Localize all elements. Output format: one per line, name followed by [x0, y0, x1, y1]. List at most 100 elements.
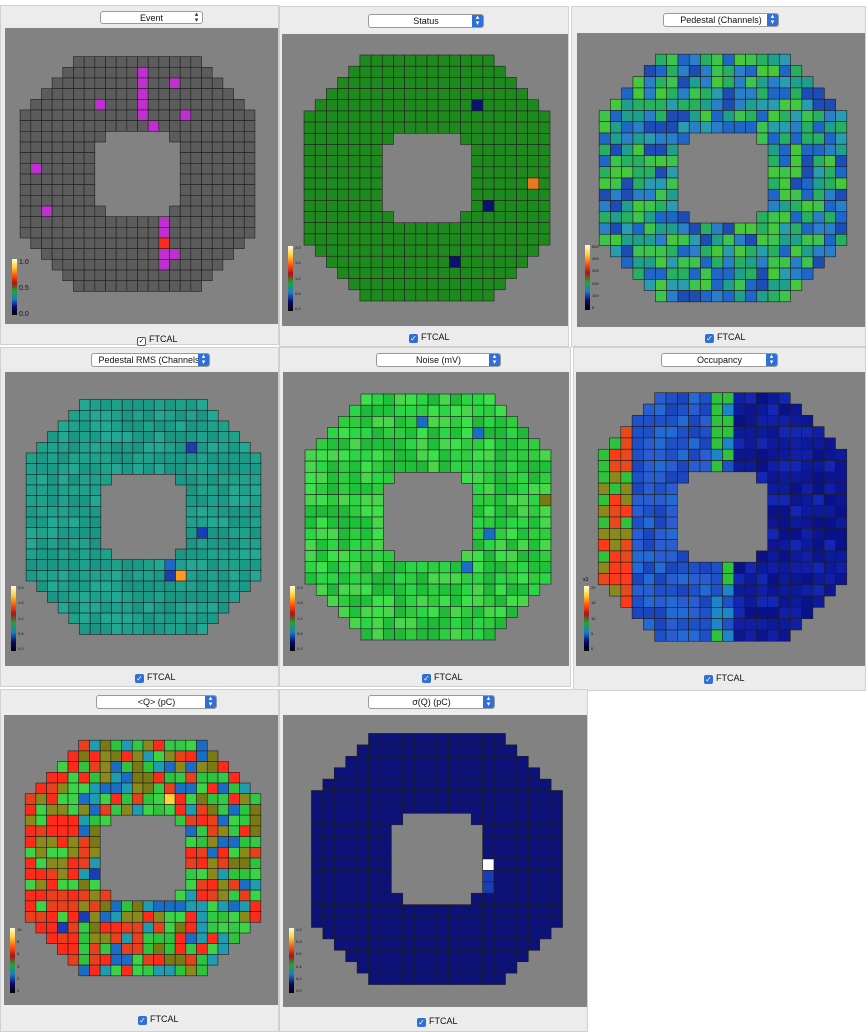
crystal-cell[interactable]	[643, 87, 656, 100]
crystal-cell[interactable]	[505, 950, 518, 963]
crystal-cell[interactable]	[311, 824, 324, 837]
crystal-cell[interactable]	[304, 494, 317, 507]
crystal-cell[interactable]	[326, 222, 338, 235]
crystal-cell[interactable]	[174, 964, 187, 977]
crystal-cell[interactable]	[239, 900, 251, 912]
crystal-cell[interactable]	[700, 121, 713, 134]
crystal-cell[interactable]	[710, 415, 723, 427]
crystal-cell[interactable]	[710, 618, 723, 631]
crystal-cell[interactable]	[185, 814, 197, 827]
crystal-cell[interactable]	[472, 449, 485, 462]
crystal-cell[interactable]	[368, 972, 381, 985]
crystal-cell[interactable]	[79, 548, 91, 560]
crystal-cell[interactable]	[643, 211, 656, 224]
crystal-cell[interactable]	[460, 255, 473, 268]
crystal-cell[interactable]	[83, 99, 96, 111]
crystal-cell[interactable]	[527, 144, 540, 156]
crystal-cell[interactable]	[142, 772, 155, 784]
crystal-cell[interactable]	[368, 778, 381, 791]
crystal-cell[interactable]	[516, 927, 529, 940]
crystal-cell[interactable]	[207, 452, 219, 464]
crystal-cell[interactable]	[196, 538, 208, 550]
crystal-cell[interactable]	[631, 448, 644, 461]
crystal-cell[interactable]	[643, 121, 656, 134]
crystal-cell[interactable]	[206, 750, 219, 762]
crystal-cell[interactable]	[243, 216, 256, 228]
crystal-cell[interactable]	[217, 793, 229, 805]
crystal-cell[interactable]	[778, 595, 791, 608]
crystal-cell[interactable]	[835, 211, 848, 224]
crystal-cell[interactable]	[179, 77, 192, 89]
crystal-cell[interactable]	[632, 233, 645, 246]
crystal-cell[interactable]	[710, 573, 723, 586]
crystal-cell[interactable]	[382, 416, 395, 428]
crystal-cell[interactable]	[391, 790, 404, 803]
crystal-cell[interactable]	[359, 177, 372, 190]
crystal-cell[interactable]	[30, 216, 42, 228]
crystal-cell[interactable]	[517, 527, 529, 540]
crystal-cell[interactable]	[382, 427, 395, 440]
crystal-cell[interactable]	[643, 618, 656, 631]
crystal-cell[interactable]	[327, 527, 339, 540]
crystal-cell[interactable]	[110, 793, 122, 805]
crystal-cell[interactable]	[494, 483, 507, 495]
crystal-cell[interactable]	[745, 267, 758, 280]
crystal-cell[interactable]	[402, 755, 415, 768]
crystal-cell[interactable]	[643, 426, 656, 439]
crystal-cell[interactable]	[239, 570, 251, 582]
crystal-cell[interactable]	[228, 782, 240, 795]
crystal-cell[interactable]	[137, 216, 149, 228]
crystal-cell[interactable]	[450, 628, 462, 641]
crystal-cell[interactable]	[688, 584, 701, 597]
crystal-cell[interactable]	[700, 267, 713, 280]
crystal-cell[interactable]	[610, 98, 622, 111]
crystal-cell[interactable]	[19, 163, 32, 175]
crystal-cell[interactable]	[73, 227, 85, 239]
crystal-cell[interactable]	[655, 166, 668, 179]
crystal-cell[interactable]	[47, 591, 59, 603]
detector-canvas[interactable]: 10 8 6 4 2 0	[4, 715, 278, 1005]
crystal-cell[interactable]	[322, 927, 335, 940]
crystal-cell[interactable]	[598, 143, 611, 156]
crystal-cell[interactable]	[722, 426, 735, 439]
detector-canvas[interactable]: 2.4 1.8 1.2 0.6 0.0	[283, 372, 569, 666]
crystal-cell[interactable]	[767, 188, 780, 201]
crystal-cell[interactable]	[494, 505, 507, 518]
crystal-cell[interactable]	[632, 222, 645, 235]
crystal-cell[interactable]	[516, 188, 528, 201]
crystal-cell[interactable]	[516, 211, 528, 224]
crystal-cell[interactable]	[158, 237, 170, 249]
crystal-cell[interactable]	[756, 65, 769, 77]
crystal-cell[interactable]	[505, 904, 518, 917]
crystal-cell[interactable]	[185, 580, 198, 592]
crystal-cell[interactable]	[438, 393, 451, 406]
crystal-cell[interactable]	[153, 463, 166, 475]
crystal-cell[interactable]	[175, 548, 187, 560]
crystal-cell[interactable]	[436, 790, 449, 803]
crystal-cell[interactable]	[67, 879, 80, 891]
crystal-cell[interactable]	[778, 256, 791, 269]
crystal-cell[interactable]	[222, 120, 234, 132]
crystal-cell[interactable]	[164, 612, 176, 625]
crystal-cell[interactable]	[382, 449, 395, 462]
crystal-cell[interactable]	[620, 448, 633, 461]
crystal-cell[interactable]	[94, 109, 106, 121]
crystal-cell[interactable]	[504, 99, 517, 112]
crystal-cell[interactable]	[665, 494, 678, 507]
crystal-cell[interactable]	[394, 583, 406, 596]
crystal-cell[interactable]	[472, 471, 485, 484]
crystal-cell[interactable]	[393, 77, 405, 89]
crystal-cell[interactable]	[416, 460, 429, 473]
crystal-cell[interactable]	[51, 88, 64, 100]
crystal-cell[interactable]	[790, 87, 803, 100]
crystal-cell[interactable]	[68, 442, 80, 454]
crystal-cell[interactable]	[206, 900, 219, 912]
crystal-cell[interactable]	[835, 143, 848, 156]
crystal-cell[interactable]	[801, 460, 814, 473]
crystal-cell[interactable]	[461, 416, 474, 428]
crystal-cell[interactable]	[175, 409, 187, 422]
crystal-cell[interactable]	[41, 216, 53, 228]
crystal-cell[interactable]	[190, 280, 202, 292]
crystal-cell[interactable]	[631, 607, 644, 619]
crystal-cell[interactable]	[722, 87, 735, 100]
